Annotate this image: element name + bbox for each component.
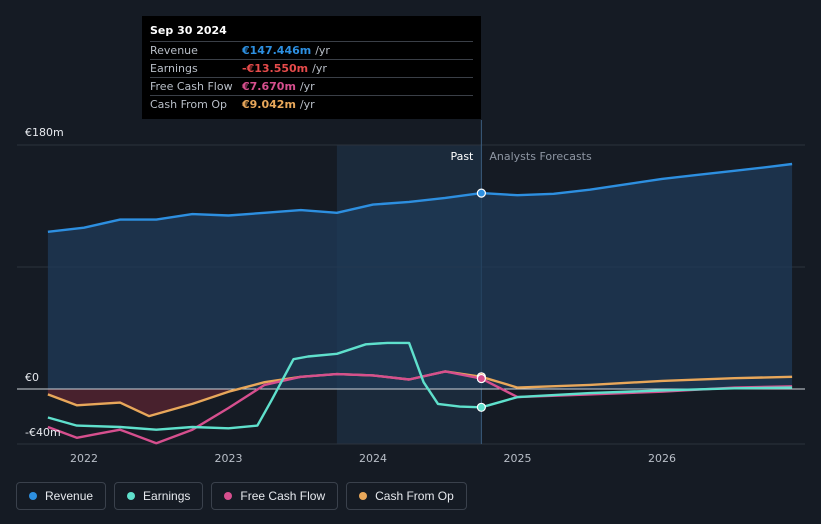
series-line-earnings [47,341,793,431]
tooltip-row-free-cash-flow: Free Cash Flow €7.670m /yr [150,77,473,95]
legend-label: Earnings [143,489,191,503]
x-tick-label: 2022 [70,452,98,465]
tooltip-row-label: Cash From Op [150,98,228,111]
y-axis-label-zero: €0 [25,371,39,384]
tooltip-row-revenue: Revenue €147.446m /yr [150,41,473,59]
forecast-label: Analysts Forecasts [489,150,592,163]
marker-earnings [476,402,486,412]
tooltip-row-unit: /yr [299,80,315,93]
tooltip-row-unit: /yr [312,62,327,75]
legend: Revenue Earnings Free Cash Flow Cash Fro… [16,482,467,510]
marker-revenue [476,188,486,198]
marker-free-cash-flow [476,373,486,384]
legend-label: Revenue [45,489,94,503]
legend-item-earnings[interactable]: Earnings [114,482,204,510]
tooltip-row-label: Free Cash Flow [150,80,233,93]
tooltip: Sep 30 2024 Revenue €147.446m /yr Earnin… [142,16,481,119]
y-axis-label-top: €180m [25,126,64,139]
y-axis-label-bottom: -€40m [25,426,61,439]
revenue-area [47,164,793,389]
legend-dot-icon [224,492,233,500]
tooltip-row-unit: /yr [299,98,315,111]
tooltip-row-value: €7.670m [242,80,296,93]
legend-dot-icon [359,492,368,500]
legend-label: Free Cash Flow [240,489,326,503]
legend-label: Cash From Op [375,489,454,503]
tooltip-row-value: -€13.550m [242,62,309,75]
loss-shading [47,389,229,417]
tooltip-row-value: €147.446m [242,44,312,57]
tooltip-row-value: €9.042m [242,98,296,111]
tooltip-date: Sep 30 2024 [150,24,227,37]
legend-dot-icon [29,492,37,500]
tooltip-row-earnings: Earnings -€13.550m /yr [150,59,473,77]
tooltip-row-label: Earnings [150,62,198,75]
legend-item-cash-from-op[interactable]: Cash From Op [346,482,467,510]
x-tick-label: 2023 [215,452,243,465]
tooltip-row-label: Revenue [150,44,198,57]
x-tick-label: 2026 [648,452,676,465]
series-line-revenue [47,162,793,233]
tooltip-row-unit: /yr [315,44,330,57]
series-line-free-cash-flow [47,370,793,445]
tooltip-row-cash-from-op: Cash From Op €9.042m /yr [150,95,473,113]
legend-item-revenue[interactable]: Revenue [16,482,107,510]
x-tick-label: 2024 [359,452,387,465]
past-label: Past [450,150,474,163]
legend-item-free-cash-flow[interactable]: Free Cash Flow [211,482,339,510]
legend-dot-icon [127,492,136,500]
x-tick-label: 2025 [504,452,532,465]
